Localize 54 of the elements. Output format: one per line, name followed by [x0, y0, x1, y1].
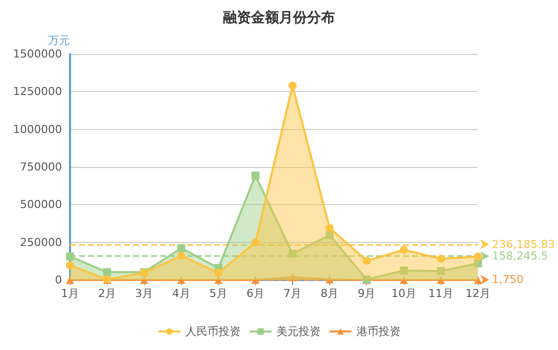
- y-tick-label: 500000: [20, 198, 62, 212]
- point: [474, 259, 482, 268]
- x-tick-label: 7月: [284, 287, 302, 300]
- x-tick-label: 6月: [246, 287, 264, 300]
- x-tick-label: 12月: [466, 287, 490, 300]
- point: [288, 273, 297, 282]
- point: [474, 252, 482, 260]
- y-tick-label: 1000000: [13, 122, 62, 136]
- chart-title: 融资金额月份分布: [223, 9, 335, 26]
- y-tick-label: 0: [55, 274, 62, 286]
- point: [400, 266, 408, 275]
- legend-label: 人民币投资: [186, 325, 240, 338]
- point: [436, 254, 445, 263]
- point: [251, 238, 260, 246]
- y-axis-title: 万元: [48, 34, 70, 47]
- point: [288, 82, 297, 90]
- x-tick-label: 2月: [98, 287, 116, 300]
- y-tick-label: 750000: [20, 160, 62, 174]
- point: [251, 276, 260, 284]
- x-tick-label: 11月: [428, 287, 454, 300]
- point: [436, 267, 445, 276]
- point: [66, 261, 74, 270]
- point: [362, 256, 371, 265]
- point: [103, 268, 112, 276]
- point: [214, 276, 222, 284]
- point: [177, 252, 186, 260]
- x-tick-label: 3月: [135, 287, 154, 300]
- legend-label: 美元投资: [276, 325, 320, 338]
- point: [326, 231, 334, 240]
- point: [400, 246, 408, 254]
- x-tick-label: 8月: [320, 287, 339, 300]
- x-tick-label: 10月: [391, 287, 416, 300]
- legend-label: 港币投资: [356, 325, 400, 338]
- point: [214, 268, 222, 277]
- ref-line-label: 236,185.83: [492, 238, 555, 251]
- point: [140, 276, 148, 284]
- point: [400, 276, 408, 284]
- x-tick-label: 5月: [209, 287, 228, 300]
- ref-line-label: 158,245.5: [492, 250, 548, 263]
- point: [177, 244, 186, 252]
- ref-line-label: 1,750: [492, 273, 524, 286]
- point: [288, 250, 297, 258]
- x-tick-label: 4月: [172, 287, 190, 300]
- point: [177, 276, 186, 284]
- point: [326, 224, 334, 232]
- point: [326, 276, 334, 284]
- x-tick-label: 9月: [358, 287, 376, 300]
- point: [251, 172, 260, 180]
- y-tick-label: 250000: [20, 236, 62, 249]
- y-tick-label: 1250000: [13, 85, 62, 98]
- x-tick-label: 1月: [61, 287, 79, 300]
- point: [66, 252, 74, 260]
- y-tick-label: 1500000: [13, 48, 62, 60]
- point: [436, 276, 445, 284]
